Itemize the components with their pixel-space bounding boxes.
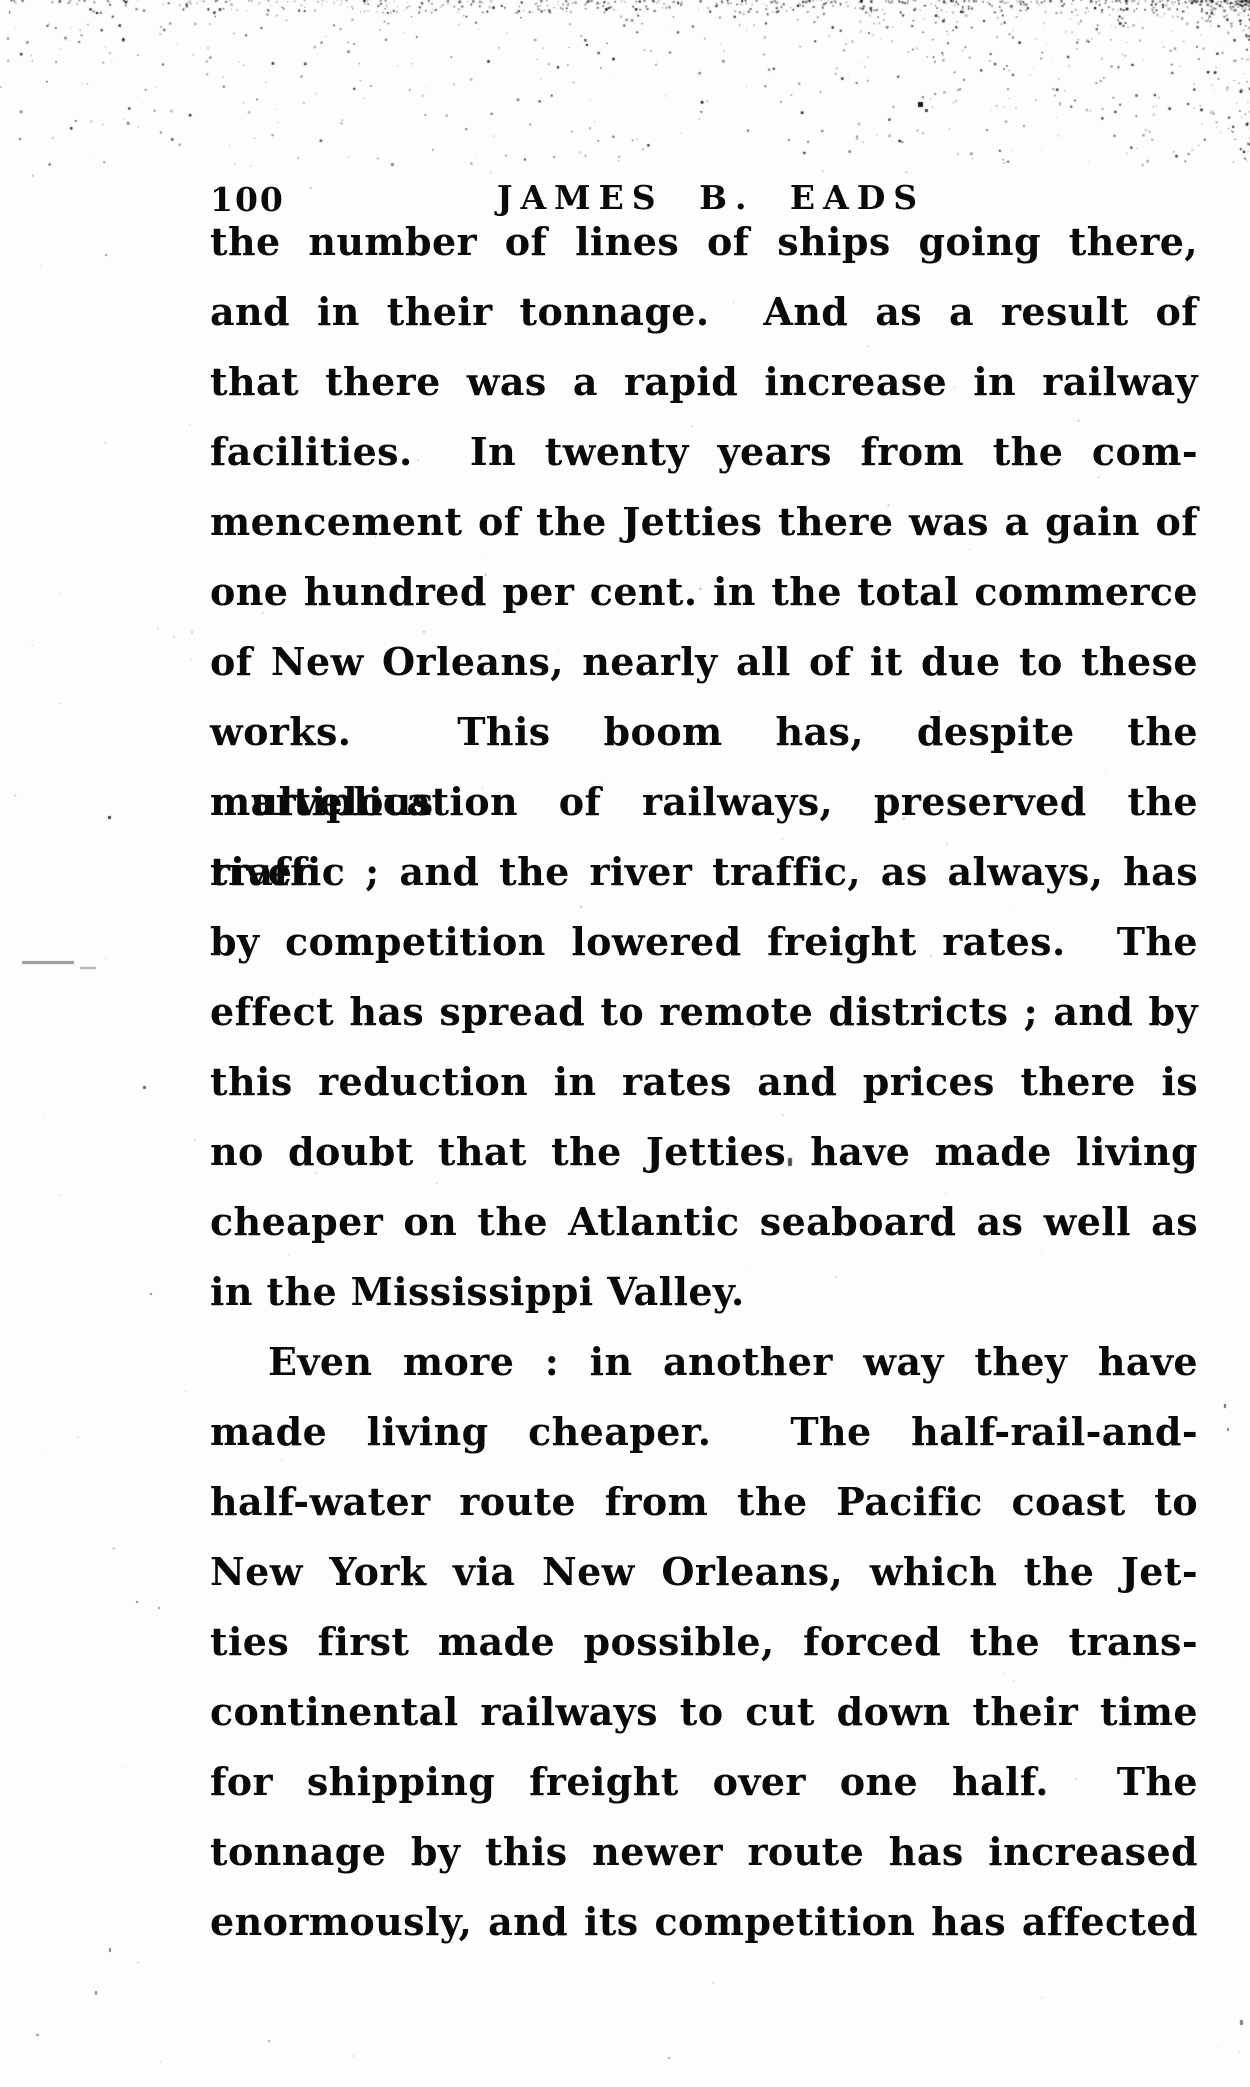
text-line: works. This boom has, despite the marvel… <box>210 709 1198 824</box>
text-line: continental railways to cut down their t… <box>210 1689 1198 1734</box>
paragraph: Even more : in another way they have made… <box>210 1327 1198 1957</box>
text-line: enormously, and its competition has affe… <box>210 1899 1198 1944</box>
text-line: one hundred per cent. in the total comme… <box>210 569 1198 614</box>
paragraph: the number of lines of ships going there… <box>210 207 1198 1327</box>
text-line: Even more : in another way they have <box>268 1339 1198 1384</box>
text-line: by competition lowered freight rates. Th… <box>210 919 1198 964</box>
body-text: the number of lines of ships going there… <box>210 207 1198 1957</box>
text-line: ties first made possible, forced the tra… <box>210 1619 1198 1664</box>
text-line: multiplication of railways, preserved th… <box>210 779 1198 894</box>
text-line: traffic ; and the river traffic, as alwa… <box>210 849 1198 894</box>
text-line: of New Orleans, nearly all of it due to … <box>210 639 1198 684</box>
page-number: 100 <box>210 180 285 219</box>
text-line: made living cheaper. The half-rail-and- <box>210 1409 1198 1454</box>
page-header: 100 JAMES B. EADS <box>210 178 1198 219</box>
text-line: New York via New Orleans, which the Jet- <box>210 1549 1198 1594</box>
text-line: this reduction in rates and prices there… <box>210 1059 1198 1104</box>
text-line: in the Mississippi Valley. <box>210 1269 745 1314</box>
text-line: that there was a rapid increase in railw… <box>210 359 1198 404</box>
text-line: effect has spread to remote districts ; … <box>210 989 1198 1034</box>
text-line: and in their tonnage. And as a result of <box>210 289 1198 334</box>
text-line: mencement of the Jetties there was a gai… <box>210 499 1198 544</box>
text-line: half-water route from the Pacific coast … <box>210 1479 1198 1524</box>
text-line: no doubt that the Jetties have made livi… <box>210 1129 1198 1174</box>
running-header-title: JAMES B. EADS <box>496 178 926 217</box>
text-line: for shipping freight over one half. The <box>210 1759 1198 1804</box>
text-line: the number of lines of ships going there… <box>210 219 1198 264</box>
text-line: tonnage by this newer route has increase… <box>210 1829 1198 1874</box>
text-line: facilities. In twenty years from the com… <box>210 429 1198 474</box>
text-line: cheaper on the Atlantic seaboard as well… <box>210 1199 1198 1244</box>
